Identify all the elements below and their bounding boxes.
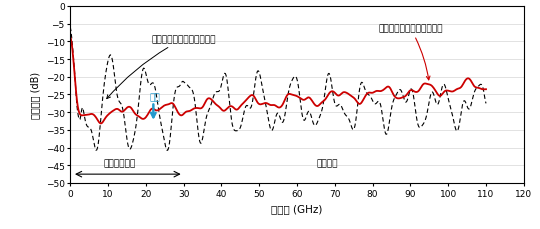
X-axis label: 周波数 (GHz): 周波数 (GHz)	[271, 203, 323, 213]
Text: 従来技術で作製した伝送路: 従来技術で作製した伝送路	[107, 35, 216, 99]
Text: 印刷技術で作製した伝送路: 印刷技術で作製した伝送路	[378, 25, 443, 80]
Text: ミリ波帯: ミリ波帯	[316, 158, 338, 167]
Y-axis label: 反射特性 (dB): 反射特性 (dB)	[30, 72, 40, 118]
Text: マイクロ波帯: マイクロ波帯	[103, 158, 136, 167]
Text: 改善: 改善	[150, 93, 160, 102]
